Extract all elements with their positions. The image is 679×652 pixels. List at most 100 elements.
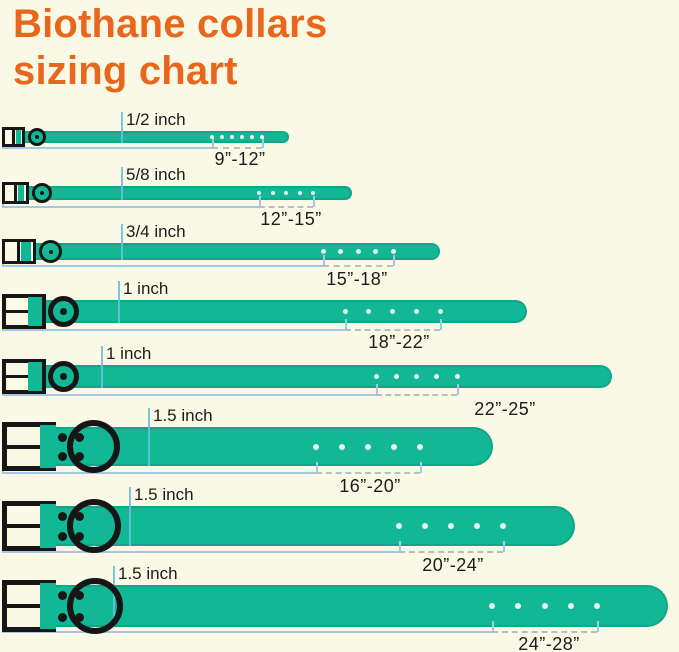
bracket-tick-start [259, 196, 261, 207]
buckle-prong-dot [40, 191, 44, 195]
size-range-label: 9”-12” [214, 149, 266, 169]
rivet [57, 590, 67, 600]
page-title-line1: Biothane collars [13, 2, 328, 46]
bracket-tick-end [457, 384, 459, 395]
size-range-label: 12”-15” [260, 209, 322, 229]
bracket-tick-start [212, 137, 214, 148]
adjustment-hole [373, 374, 379, 379]
buckle-center-bar [4, 374, 44, 378]
width-label-tick [101, 346, 103, 388]
adjustment-hole [541, 603, 548, 609]
buckle-strap-through [21, 242, 31, 261]
bracket-tick-start [345, 319, 347, 330]
size-range-label: 24”-28” [518, 634, 580, 652]
adjustment-hole [594, 603, 600, 609]
buckle-strap-through [28, 362, 42, 391]
collar-width-label: 1/2 inch [126, 110, 186, 129]
adjustment-hole [434, 374, 440, 379]
d-ring-icon [67, 499, 121, 553]
adjustment-hole [373, 249, 378, 254]
d-ring-icon [67, 420, 120, 473]
bracket-tick-start [323, 255, 325, 266]
adjustment-hole [393, 374, 399, 379]
bracket-tick-start [376, 384, 378, 395]
adjustment-hole [257, 191, 261, 195]
size-range-label: 16”-20” [339, 476, 401, 496]
width-label-tick [121, 224, 123, 260]
buckle-strap-through [40, 583, 56, 629]
buckle-prong-dot [60, 308, 67, 315]
bracket-tick-start [399, 541, 401, 552]
bracket-tick-end [393, 255, 395, 266]
collar-strap [6, 186, 352, 200]
bracket-tick-start [316, 462, 318, 473]
rivet [57, 511, 67, 521]
width-label-tick [148, 408, 150, 466]
bracket-tick-end [503, 541, 505, 552]
collar-width-label: 1 inch [106, 344, 152, 363]
collar-width-label: 1 inch [123, 279, 169, 298]
adjustment-hole [313, 443, 319, 450]
bracket-tick-end [313, 196, 315, 207]
adjustment-hole [342, 309, 348, 314]
collar-width-label: 3/4 inch [126, 222, 186, 241]
adjustment-hole [515, 603, 522, 609]
width-label-tick [118, 281, 120, 323]
width-label-tick [121, 167, 123, 200]
collar-strap [6, 300, 527, 323]
adjustment-hole [311, 191, 315, 195]
buckle-center-bar [5, 444, 53, 449]
adjustment-hole [355, 249, 361, 254]
buckle-center-bar [5, 524, 53, 528]
length-bracket-line [2, 394, 376, 396]
adjustment-hole [417, 443, 423, 450]
bracket-tick-end [420, 462, 422, 473]
adjustment-hole [396, 523, 402, 529]
adjustment-hole [366, 309, 372, 314]
length-bracket-line [2, 472, 316, 474]
width-label-tick [121, 112, 123, 143]
buckle-strap-through [18, 185, 25, 201]
collar-strap [6, 243, 440, 260]
adjustment-hole [240, 135, 244, 139]
buckle-prong-dot [35, 135, 39, 139]
adjustable-range-dashes [316, 472, 420, 474]
adjustment-hole [338, 249, 343, 254]
bracket-tick-start [492, 621, 494, 632]
adjustment-hole [567, 603, 574, 609]
adjustable-range-dashes [212, 147, 262, 149]
adjustable-range-dashes [323, 265, 393, 267]
size-range-label: 18”-22” [368, 332, 430, 352]
rivet [57, 432, 67, 442]
collar-strap [6, 131, 289, 143]
adjustment-hole [220, 135, 224, 139]
buckle-strap-through [40, 504, 56, 548]
buckle-strap-through [28, 297, 42, 326]
page-title-line2: sizing chart [13, 49, 238, 93]
rivet [57, 531, 67, 541]
adjustment-hole [413, 309, 419, 314]
adjustment-hole [454, 374, 460, 379]
adjustment-hole [390, 309, 395, 314]
buckle-strap-through [40, 425, 56, 468]
bracket-tick-end [597, 621, 599, 632]
adjustment-hole [500, 523, 506, 529]
buckle-prong-dot [60, 373, 67, 380]
length-bracket-line [2, 329, 345, 331]
length-bracket-line [2, 551, 399, 553]
collar-strap [6, 365, 612, 388]
buckle-center-bar [4, 309, 44, 313]
page-title: Biothane collars sizing chart [13, 1, 327, 95]
adjustable-range-dashes [399, 551, 503, 553]
buckle-center-bar [12, 127, 16, 147]
length-bracket-line [2, 206, 259, 208]
collar-width-label: 1.5 inch [153, 406, 213, 425]
width-label-tick [129, 487, 131, 546]
adjustment-hole [260, 135, 264, 139]
adjustment-hole [210, 135, 214, 139]
adjustment-hole [297, 191, 302, 195]
bracket-tick-end [440, 319, 442, 330]
adjustment-hole [391, 443, 397, 450]
buckle-strap-through [16, 130, 21, 144]
